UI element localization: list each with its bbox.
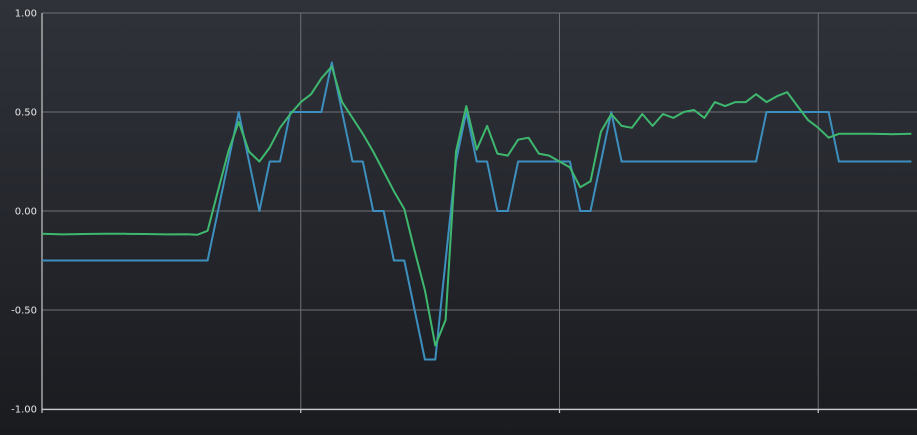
y-tick-label: 0.50 [15,108,37,119]
series-line-1 [42,61,912,361]
series-line-2 [41,65,912,347]
y-tick-label: 1.00 [15,9,37,20]
grid-lines [41,12,917,413]
axes [41,13,917,411]
y-tick-label: 0.00 [15,207,37,218]
y-tick-label: -0.50 [11,306,37,317]
series-lines [41,61,912,361]
y-tick-label: -1.00 [11,405,37,416]
y-tick-labels: 1.00 0.50 0.00 -0.50 -1.00 [11,9,37,416]
